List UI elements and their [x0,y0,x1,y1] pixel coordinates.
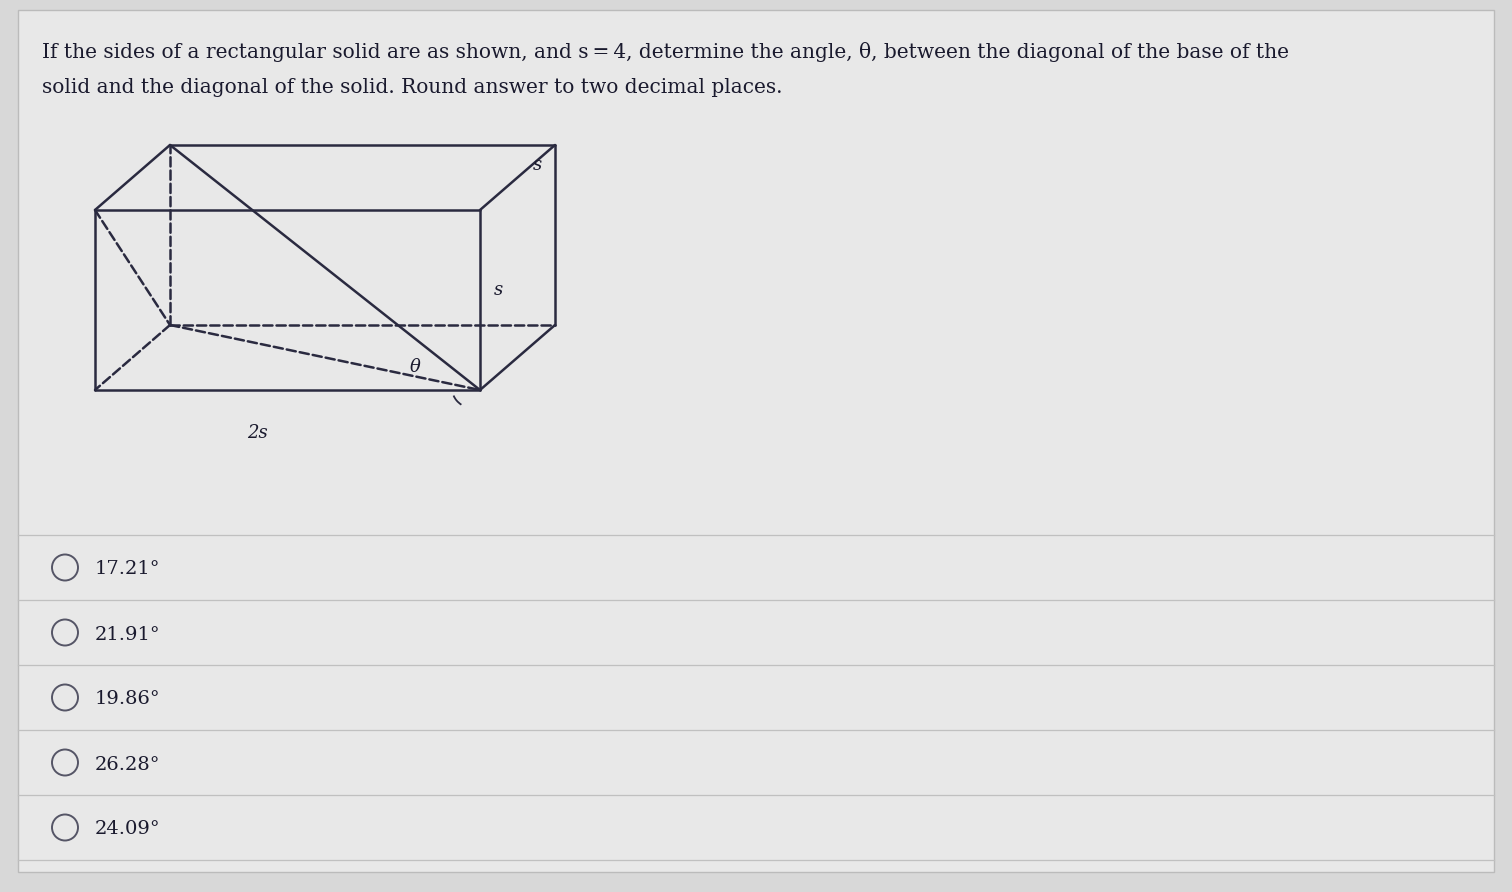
Text: 17.21°: 17.21° [95,560,160,579]
Text: s: s [532,156,543,175]
Text: 19.86°: 19.86° [95,690,160,708]
Text: θ: θ [410,358,420,376]
Text: If the sides of a rectangular solid are as shown, and s = 4, determine the angle: If the sides of a rectangular solid are … [42,42,1290,62]
Text: 21.91°: 21.91° [95,625,160,643]
Text: 2s: 2s [246,424,268,442]
Text: 24.09°: 24.09° [95,821,160,838]
Text: 26.28°: 26.28° [95,756,160,773]
Text: solid and the diagonal of the solid. Round answer to two decimal places.: solid and the diagonal of the solid. Rou… [42,78,783,97]
FancyBboxPatch shape [18,10,1494,872]
Text: s: s [493,281,502,299]
